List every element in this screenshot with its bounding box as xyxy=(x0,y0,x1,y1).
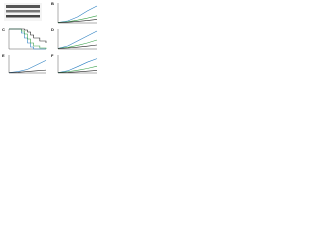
blot-band xyxy=(6,5,40,8)
western-blot xyxy=(4,3,42,21)
panel-label: D xyxy=(51,27,54,32)
series-line xyxy=(57,65,98,73)
series-line xyxy=(57,19,98,23)
figure: B C D E F xyxy=(2,1,98,74)
series-line xyxy=(57,44,98,49)
blot-band xyxy=(6,10,40,13)
series-line xyxy=(57,5,98,23)
series-line xyxy=(9,28,47,43)
series-line xyxy=(57,58,98,73)
series-line xyxy=(9,28,47,49)
series-line xyxy=(57,30,98,49)
series-line xyxy=(57,39,98,49)
panel-label: B xyxy=(51,1,54,6)
blot-band xyxy=(6,15,40,18)
series-line xyxy=(8,69,47,73)
panel-label: F xyxy=(51,53,54,58)
series-line xyxy=(57,70,98,73)
panel-label: C xyxy=(2,27,5,32)
series-line xyxy=(8,60,47,73)
panel-label: E xyxy=(2,53,5,58)
